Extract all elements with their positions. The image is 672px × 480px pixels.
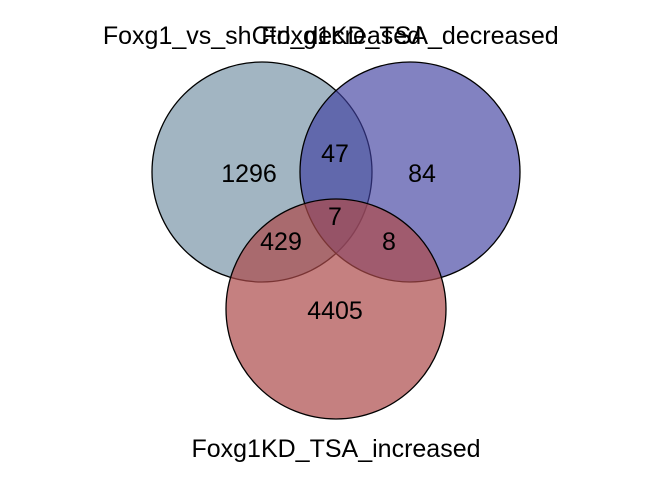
count-ac: 429 bbox=[260, 228, 302, 256]
count-ab: 47 bbox=[321, 140, 349, 168]
count-only-c: 4405 bbox=[307, 297, 363, 325]
count-only-b: 84 bbox=[408, 160, 436, 188]
set-label-c: Foxg1KD_TSA_increased bbox=[191, 435, 480, 463]
set-label-a: Foxg1_vs_shCtrl_decreased bbox=[103, 22, 421, 50]
set-label-b: Foxg1KD_TSA_decreased bbox=[261, 22, 558, 50]
count-abc: 7 bbox=[328, 203, 342, 231]
count-only-a: 1296 bbox=[221, 160, 277, 188]
set-circle-c bbox=[225, 198, 447, 420]
count-bc: 8 bbox=[382, 228, 396, 256]
